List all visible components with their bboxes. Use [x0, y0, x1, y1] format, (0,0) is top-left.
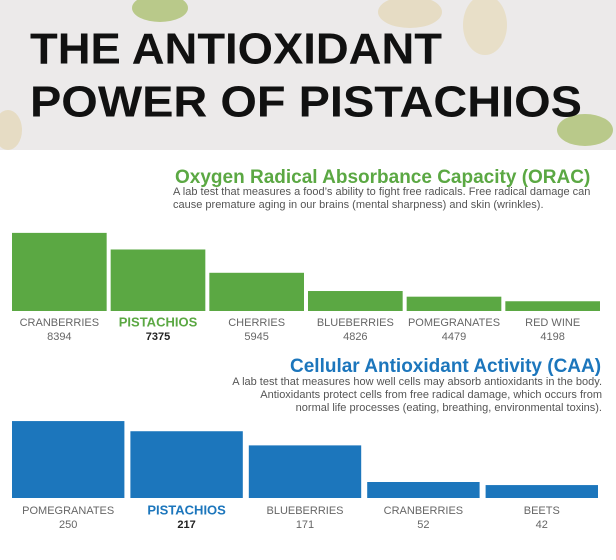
bar	[12, 421, 125, 498]
bar	[485, 485, 598, 498]
pistachio-deco	[132, 0, 188, 22]
page-title: THE ANTIOXIDANT	[30, 25, 442, 74]
pistachio-deco	[0, 110, 22, 150]
category-label: CRANBERRIES	[384, 505, 463, 517]
value-label: 4479	[442, 331, 466, 343]
bar	[110, 249, 206, 311]
value-label: 52	[417, 519, 429, 531]
category-label: POMEGRANATES	[22, 505, 114, 517]
description-line: cause premature aging in our brains (men…	[173, 199, 544, 211]
description-line: A lab test that measures how well cells …	[232, 376, 602, 388]
bar	[12, 232, 107, 311]
chart-title: Cellular Antioxidant Activity (CAA)	[290, 356, 601, 377]
value-label: 5945	[244, 331, 268, 343]
value-label: 7375	[146, 331, 170, 343]
category-label: RED WINE	[525, 317, 580, 329]
page-title: POWER OF PISTACHIOS	[30, 78, 582, 127]
category-label: PISTACHIOS	[147, 502, 226, 517]
value-label: 250	[59, 519, 77, 531]
chart-description: A lab test that measures a food’s abilit…	[173, 186, 590, 212]
description-line: normal life processes (eating, breathing…	[295, 402, 602, 414]
bar	[406, 296, 502, 311]
category-label: CHERRIES	[228, 317, 285, 329]
pistachio-deco	[463, 0, 507, 55]
value-label: 42	[536, 519, 548, 531]
chart-description: A lab test that measures how well cells …	[232, 376, 602, 415]
category-label: BEETS	[524, 505, 560, 517]
bar	[308, 291, 403, 311]
bar	[130, 431, 243, 498]
value-label: 8394	[47, 331, 71, 343]
pistachio-deco	[557, 114, 613, 146]
category-label: BLUEBERRIES	[266, 505, 343, 517]
value-label: 171	[296, 519, 314, 531]
pistachio-deco	[378, 0, 442, 28]
value-label: 217	[177, 519, 195, 531]
category-label: PISTACHIOS	[119, 314, 198, 329]
bar	[367, 482, 480, 498]
description-line: A lab test that measures a food’s abilit…	[173, 186, 591, 198]
category-label: CRANBERRIES	[20, 317, 99, 329]
header-bg	[0, 0, 616, 150]
value-label: 4826	[343, 331, 367, 343]
value-label: 4198	[540, 331, 564, 343]
description-line: Antioxidants protect cells from free rad…	[260, 389, 602, 401]
chart-title: Oxygen Radical Absorbance Capacity (ORAC…	[175, 167, 590, 188]
category-label: BLUEBERRIES	[317, 317, 394, 329]
bar	[209, 272, 304, 311]
category-label: POMEGRANATES	[408, 317, 500, 329]
bar	[248, 445, 362, 498]
bar	[505, 301, 600, 311]
